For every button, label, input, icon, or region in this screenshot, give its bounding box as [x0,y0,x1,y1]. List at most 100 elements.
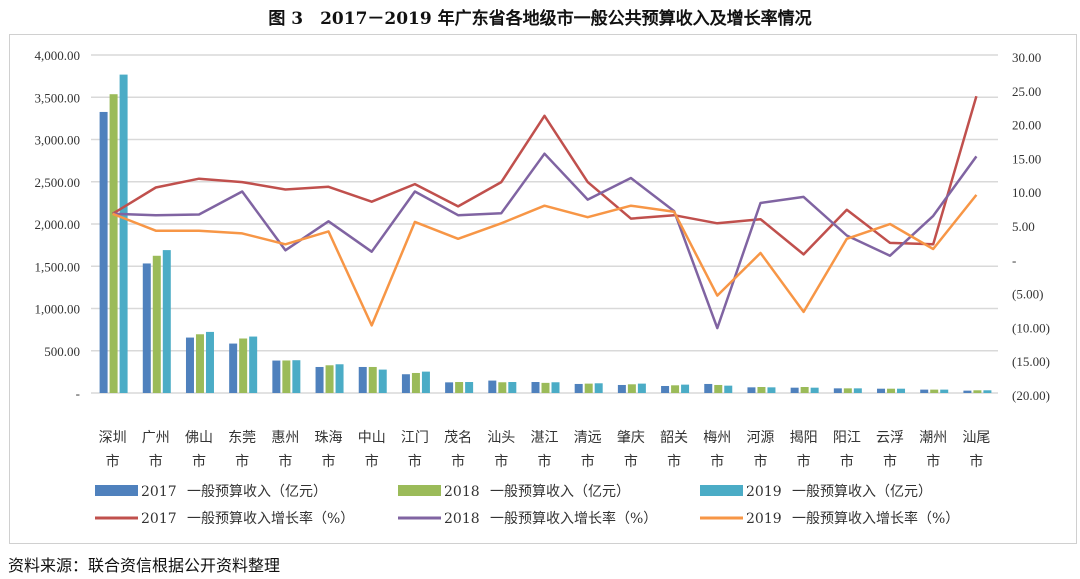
bar-2018 [282,360,291,393]
category-label-suffix: 市 [451,453,465,470]
category-label: 珠海 [315,430,343,446]
left-tick-label: 500.00 [44,344,80,359]
legend-label: 2017 [141,484,177,500]
left-tick-label: 1,500.00 [35,259,81,274]
category-label-suffix: 市 [149,453,163,470]
category-label: 汕尾 [962,430,990,446]
left-tick-label: 3,000.00 [35,133,81,148]
bar-2017 [704,383,713,393]
legend-swatch-bar [700,485,743,496]
bar-2018 [195,334,204,393]
legend-label: 2019 [746,511,782,527]
left-tick-label: 1,000.00 [35,302,81,317]
bar-2019 [810,387,819,393]
bar-2019 [335,364,344,393]
bar-2018 [498,382,507,393]
category-label-suffix: 市 [969,453,983,470]
bar-2019 [897,388,906,393]
legend-label: 2018 [444,484,480,500]
bar-2018 [109,94,118,393]
legend-label: 2019 [746,484,782,500]
bar-2018 [757,387,766,393]
left-tick-label: 2,000.00 [35,217,81,232]
bar-2019 [119,74,128,393]
category-label: 东莞 [228,430,256,446]
category-label-suffix: 市 [278,453,292,470]
left-tick-label: 4,000.00 [35,48,81,63]
bar-2019 [767,387,776,393]
category-label-suffix: 市 [840,453,854,470]
bar-2017 [963,390,972,393]
category-label: 揭阳 [790,430,818,446]
category-label-suffix: 市 [538,453,552,470]
bar-2017 [833,388,842,393]
bar-2017 [531,382,540,393]
bar-2019 [421,371,430,393]
bar-2017 [920,389,929,393]
category-label: 梅州 [703,430,731,446]
bar-2019 [637,383,646,393]
legend-label: 一般预算收入（亿元） [490,484,630,500]
category-label: 阳江 [833,430,861,446]
bar-2017 [185,337,194,393]
category-label-suffix: 市 [408,453,422,470]
bar-2019 [508,382,517,393]
category-label-suffix: 市 [581,453,595,470]
bar-2019 [594,383,603,393]
growth-line-2017 [111,95,978,256]
bar-2019 [162,250,171,393]
bar-2017 [661,385,670,393]
category-label: 佛山 [185,430,213,446]
bar-2018 [239,338,248,393]
category-label-suffix: 市 [883,453,897,470]
category-label: 汕头 [487,430,515,446]
right-tick-label: (15.00) [1012,354,1050,369]
right-tick-label: (20.00) [1012,388,1050,403]
bar-2019 [853,388,862,393]
right-tick-label: 5.00 [1012,219,1035,234]
legend-label: 一般预算收入（亿元） [187,484,327,500]
bar-2019 [292,360,301,393]
legend-label: 一般预算收入增长率（%） [490,510,657,527]
category-label-suffix: 市 [667,453,681,470]
bar-2017 [272,360,281,393]
right-tick-label: 10.00 [1012,185,1041,200]
chart-frame [9,34,1077,544]
bar-2018 [714,384,723,393]
right-tick-label: 25.00 [1012,84,1041,99]
bar-2018 [930,389,939,393]
category-label-suffix: 市 [797,453,811,470]
bar-2019 [983,390,992,393]
right-tick-label: 30.00 [1012,50,1041,65]
right-tick-label: - [1012,253,1016,268]
bar-2017 [99,111,108,393]
category-label: 茂名 [444,429,472,446]
bar-2019 [205,331,214,393]
bar-2017 [617,384,626,393]
bar-2017 [229,343,238,393]
legend-swatch-bar [95,485,138,496]
bar-2019 [681,384,690,393]
left-tick-label: - [76,386,80,401]
right-tick-label: (5.00) [1012,287,1043,302]
bar-2018 [800,387,809,393]
source-note: 资料来源：联合资信根据公开资料整理 [8,556,281,575]
category-label-suffix: 市 [624,453,638,470]
category-label: 韶关 [660,430,688,446]
category-label: 广州 [142,430,170,446]
bar-2017 [574,383,583,393]
bar-2017 [488,380,497,393]
bar-2019 [378,369,387,393]
bar-2018 [325,365,334,393]
bar-2018 [887,388,896,393]
bar-2018 [584,383,593,393]
category-label-suffix: 市 [106,453,120,470]
legend-label: 一般预算收入（亿元） [792,484,932,500]
growth-line-2018 [112,152,978,330]
category-label: 深圳 [99,430,127,446]
growth-line-2019 [112,194,978,327]
bar-2019 [724,385,733,393]
category-label: 湛江 [531,430,559,446]
legend-swatch-bar [398,485,441,496]
